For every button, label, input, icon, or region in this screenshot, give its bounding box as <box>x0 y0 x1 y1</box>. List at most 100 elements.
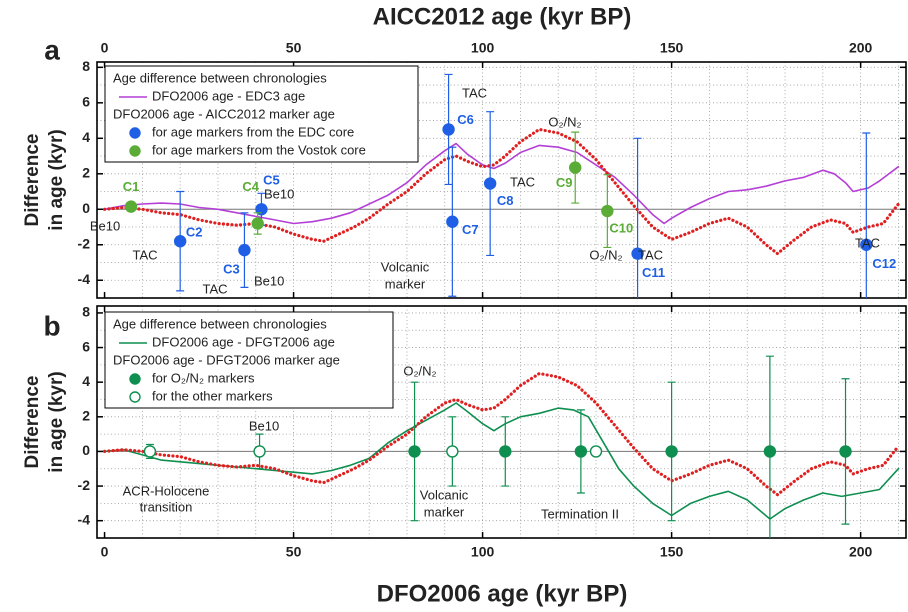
panel-letter: a <box>44 34 60 65</box>
y-tick-label: 0 <box>82 442 90 458</box>
y-tick-label: 8 <box>82 304 90 320</box>
annotation: O₂/N₂ <box>589 247 622 262</box>
y-tick-label: 4 <box>82 373 90 389</box>
marker <box>143 445 157 458</box>
annotation: TAC <box>462 85 487 100</box>
marker-label: C5 <box>263 173 280 188</box>
marker <box>601 204 614 218</box>
marker <box>251 217 264 230</box>
annotation: Be10 <box>254 273 284 288</box>
legend-label: DFO2006 age - EDC3 age <box>152 88 305 103</box>
annotation: Be10 <box>264 186 294 201</box>
x-tick-label: 50 <box>286 544 302 560</box>
y-tick-label: 4 <box>82 129 90 145</box>
marker <box>574 445 588 458</box>
legend-swatch <box>129 145 141 157</box>
y-tick-label: 8 <box>82 58 90 74</box>
legend-subtitle: DFO2006 age - AICC2012 marker age <box>113 106 335 121</box>
y-tick-label: -4 <box>78 511 91 527</box>
annotation: TAC <box>855 235 880 250</box>
legend-label: for age markers from the Vostok core <box>152 142 366 157</box>
annotation: TAC <box>510 174 535 189</box>
marker <box>442 123 455 136</box>
marker <box>763 445 777 458</box>
x-tick-label: 100 <box>471 544 495 560</box>
annotation: marker <box>385 276 426 291</box>
legend-label: for O₂/N₂ markers <box>152 370 255 385</box>
marker-label: C1 <box>123 179 140 194</box>
marker-label: C4 <box>242 179 259 194</box>
marker <box>839 445 852 458</box>
marker <box>124 200 138 213</box>
marker <box>665 445 678 458</box>
legend-label: DFO2006 age - DFGT2006 age <box>152 334 335 349</box>
y-tick-label: -2 <box>78 235 91 251</box>
marker-label: C8 <box>497 193 514 208</box>
marker-label: C10 <box>609 220 633 235</box>
annotation: transition <box>140 499 193 514</box>
marker <box>569 161 582 174</box>
annotation: Be10 <box>249 418 279 433</box>
x-tick-label: 100 <box>471 40 495 56</box>
marker <box>446 215 459 228</box>
legend-swatch <box>129 373 141 385</box>
legend-label: for the other markers <box>152 388 273 403</box>
annotation: Be10 <box>90 218 120 233</box>
annotation: Volcanic <box>381 259 430 274</box>
y-tick-label: 2 <box>82 164 90 180</box>
annotation: ACR-Holocene <box>123 483 210 498</box>
legend-label: for age markers from the EDC core <box>152 124 354 139</box>
y-axis-title: in age (kyr) <box>46 129 67 230</box>
legend-title: Age difference between chronologies <box>113 70 327 85</box>
x-tick-label: 0 <box>101 40 109 56</box>
marker-label: C9 <box>556 175 573 190</box>
annotation: TAC <box>132 247 157 262</box>
legend-title: Age difference between chronologies <box>113 316 327 331</box>
annotation: Volcanic <box>420 487 469 502</box>
marker <box>253 445 266 458</box>
x-tick-label: 150 <box>660 544 684 560</box>
plot-area <box>103 355 900 538</box>
y-axis-title: Difference <box>22 376 43 469</box>
y-tick-label: 0 <box>82 200 90 216</box>
y-tick-label: -4 <box>78 271 91 287</box>
x-tick-label: 50 <box>286 40 302 56</box>
marker <box>238 243 251 257</box>
marker-label: C2 <box>186 225 203 240</box>
plot-area <box>103 73 900 298</box>
legend-box <box>104 311 394 409</box>
marker <box>255 203 268 216</box>
y-tick-label: 2 <box>82 408 90 424</box>
marker-label: C3 <box>223 262 240 277</box>
y-axis-title: Difference <box>22 134 43 227</box>
y-tick-label: -2 <box>78 477 91 493</box>
annotation: O₂/N₂ <box>403 363 436 378</box>
marker <box>173 235 187 248</box>
x-tick-label: 200 <box>849 544 873 560</box>
line <box>103 402 900 520</box>
marker-label: C6 <box>457 112 474 127</box>
y-tick-label: 6 <box>82 94 90 110</box>
marker-label: C12 <box>872 256 896 271</box>
annotation: TAC <box>202 281 227 296</box>
marker <box>589 445 603 458</box>
marker <box>446 445 459 458</box>
marker-label: C7 <box>462 222 479 237</box>
x-tick-label: 150 <box>660 40 684 56</box>
x-tick-label: 0 <box>101 544 109 560</box>
marker <box>408 445 421 458</box>
dotted-line <box>103 371 900 497</box>
panel-letter: b <box>43 310 60 341</box>
annotation: TAC <box>638 247 663 262</box>
marker <box>631 247 644 260</box>
legend-swatch <box>129 127 141 139</box>
plot-frame <box>96 305 907 539</box>
legend-box <box>104 65 419 163</box>
top-axis-title: AICC2012 age (kyr BP) <box>373 3 632 30</box>
annotation: O₂/N₂ <box>548 114 581 129</box>
marker <box>499 445 512 458</box>
line <box>103 142 900 225</box>
marker <box>483 177 497 190</box>
plot-frame <box>96 61 907 299</box>
